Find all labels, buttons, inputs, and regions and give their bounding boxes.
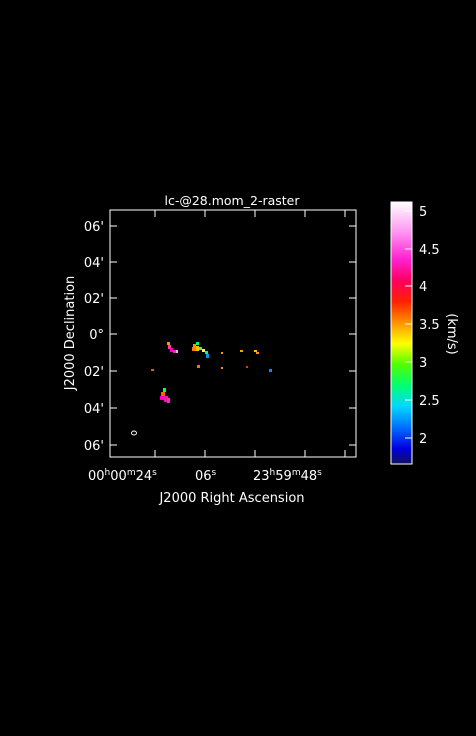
emission-pixel: [256, 352, 259, 354]
colorbar-tick-label: 5: [419, 205, 427, 220]
beam-ellipse: [131, 430, 137, 436]
y-tick-label: 02': [84, 365, 104, 380]
y-tick-label: 06': [84, 220, 104, 235]
y-axis-label: J2000 Declination: [63, 276, 78, 392]
y-tick-label: 04': [84, 256, 104, 271]
colorbar-tick-label: 3: [419, 356, 427, 371]
emission-pixel: [167, 342, 170, 345]
emission-pixel: [205, 351, 208, 354]
colorbar-tick-labels: 5 4.5 4 3.5 3 2.5 2: [419, 205, 440, 447]
emission-pixel: [221, 352, 223, 354]
emission-pixels: [151, 342, 272, 403]
x-tick-label: 23h59m48s: [253, 468, 322, 484]
colorbar: [390, 201, 413, 465]
colorbar-tick-label: 3.5: [419, 318, 440, 333]
emission-pixel: [163, 388, 166, 392]
emission-pixel: [170, 348, 173, 352]
emission-pixel: [193, 344, 196, 347]
emission-pixel: [196, 342, 199, 345]
colorbar-tick-label: 4.5: [419, 243, 440, 258]
y-tick-label: 04': [84, 402, 104, 417]
emission-pixel: [246, 366, 248, 368]
emission-pixel: [173, 350, 176, 353]
colorbar-unit-label: (km/s): [444, 313, 459, 355]
colorbar-tick-marks: [405, 210, 412, 439]
emission-pixel: [192, 347, 196, 351]
emission-pixel: [197, 365, 200, 368]
y-tick-marks: [110, 225, 356, 446]
colorbar-tick-label: 2: [419, 432, 427, 447]
emission-pixel: [254, 350, 257, 352]
emission-pixel: [176, 350, 178, 353]
x-tick-labels: 00h00m24s 06s 23h59m48s: [88, 468, 322, 484]
plot-frame: [109, 209, 357, 458]
y-tick-label: 02': [84, 292, 104, 307]
y-tick-label: 06': [84, 439, 104, 454]
x-tick-label: 00h00m24s: [88, 468, 157, 484]
emission-pixel: [164, 396, 168, 402]
x-tick-label: 06s: [195, 468, 217, 484]
emission-pixel: [199, 347, 202, 350]
emission-pixel: [167, 398, 170, 403]
y-tick-labels: 06' 04' 02' 0° 02' 04' 06': [84, 220, 104, 454]
emission-pixel: [240, 350, 243, 352]
emission-pixel: [221, 367, 223, 369]
emission-pixel: [196, 346, 199, 351]
emission-pixel: [206, 354, 209, 358]
emission-pixel: [161, 392, 165, 396]
emission-pixel: [151, 369, 154, 371]
x-tick-marks: [154, 210, 346, 457]
emission-pixel: [168, 345, 171, 349]
emission-pixel: [202, 349, 205, 352]
colorbar-tick-label: 2.5: [419, 394, 440, 409]
y-tick-label: 0°: [89, 328, 104, 343]
emission-pixel: [269, 369, 272, 372]
plot-title: lc-@28.mom_2-raster: [165, 193, 301, 208]
colorbar-tick-label: 4: [419, 280, 427, 295]
x-axis-label: J2000 Right Ascension: [158, 491, 304, 506]
emission-pixel: [160, 396, 164, 400]
